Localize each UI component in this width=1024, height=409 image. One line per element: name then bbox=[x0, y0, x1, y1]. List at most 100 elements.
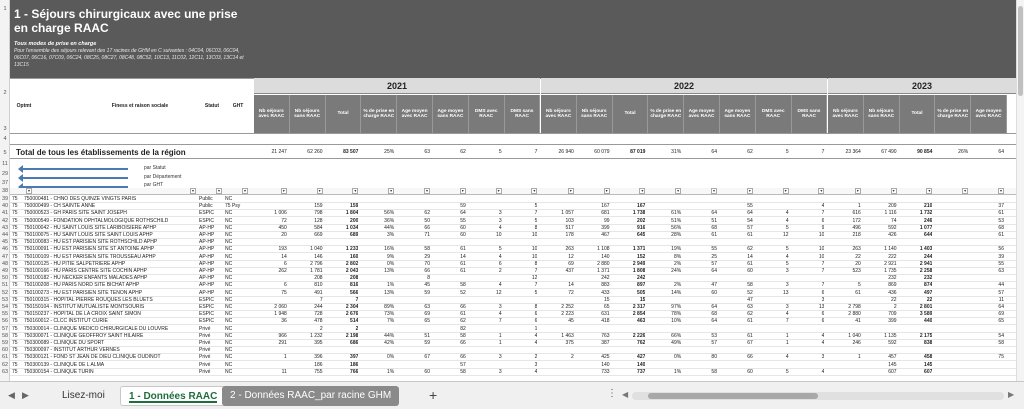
cell-statut[interactable]: AP-HP bbox=[199, 224, 215, 231]
cell-value[interactable]: 61% bbox=[671, 210, 682, 217]
cell-value[interactable]: 497 bbox=[924, 289, 933, 296]
cell-value[interactable]: 8 bbox=[534, 224, 538, 231]
cell-value[interactable]: 387 bbox=[601, 340, 610, 346]
cell-value[interactable]: 61 bbox=[460, 268, 466, 274]
cell-value[interactable]: 7 bbox=[821, 260, 825, 267]
table-row[interactable]: 75 750100083 - HU EST PARISIEN SITE ROTHS… bbox=[10, 239, 1024, 247]
total-cell[interactable]: 25% bbox=[384, 149, 395, 155]
cell-value[interactable]: 1% bbox=[386, 282, 395, 289]
cell-ght[interactable]: NC bbox=[225, 318, 233, 325]
cell-value[interactable]: 3% bbox=[386, 232, 395, 238]
cell-value[interactable]: 60 bbox=[711, 289, 717, 296]
next-sheet-icon[interactable]: ▶ bbox=[22, 390, 29, 400]
cell-value[interactable]: 14 bbox=[568, 282, 574, 289]
cell-value[interactable]: 61 bbox=[460, 311, 466, 318]
cell-statut[interactable]: AP-HP bbox=[199, 282, 215, 289]
cell-value[interactable]: 6 bbox=[534, 311, 538, 318]
filter-dropdown-icon[interactable]: ▾ bbox=[531, 188, 538, 194]
cell-value[interactable]: 20 bbox=[855, 260, 861, 267]
cell-value[interactable]: 74 bbox=[891, 217, 897, 224]
cell-value[interactable]: 60 bbox=[460, 224, 466, 231]
cell-value[interactable]: 36 bbox=[281, 318, 287, 325]
row-number[interactable]: 63 bbox=[1, 368, 9, 375]
cell-value[interactable]: 69 bbox=[998, 311, 1004, 318]
cell-value[interactable]: 45 bbox=[424, 282, 430, 289]
cell-value[interactable]: 0% bbox=[673, 354, 682, 361]
cell-value[interactable]: 2% bbox=[673, 282, 682, 289]
row-number[interactable]: 57 bbox=[1, 325, 9, 332]
filter-dropdown-icon[interactable]: ▾ bbox=[280, 188, 287, 194]
cell-value[interactable]: 64 bbox=[460, 210, 466, 217]
cell-value[interactable]: 10 bbox=[531, 246, 538, 253]
cell-value[interactable]: 4 bbox=[785, 217, 789, 224]
cell-value[interactable]: 244 bbox=[314, 304, 323, 310]
cell-value[interactable]: 916 bbox=[637, 224, 646, 231]
cell-value[interactable]: 58 bbox=[460, 332, 466, 339]
cell-value[interactable]: 4 bbox=[821, 340, 825, 346]
cell-value[interactable]: 966 bbox=[278, 332, 287, 339]
add-sheet-icon[interactable]: + bbox=[429, 387, 438, 403]
cell-value[interactable]: 1 371 bbox=[597, 268, 610, 274]
cell-value[interactable]: 80 bbox=[711, 354, 717, 361]
cell-value[interactable]: 5 bbox=[785, 260, 789, 267]
total-cell[interactable]: 5 bbox=[498, 149, 502, 155]
cell-statut[interactable]: ESPIC bbox=[199, 210, 215, 217]
nav-by-departement[interactable]: par Département bbox=[144, 174, 182, 180]
table-row[interactable]: 75 750100125 - HU PITIE SALPETRIERE APHP A… bbox=[10, 261, 1024, 268]
filter-dropdown-icon[interactable]: ▾ bbox=[711, 188, 717, 194]
row-number[interactable]: 41 bbox=[1, 210, 9, 217]
row-number[interactable]: 42 bbox=[1, 217, 9, 224]
cell-statut[interactable]: ESPIC bbox=[199, 217, 215, 224]
cell-value[interactable]: 78% bbox=[671, 311, 682, 318]
cell-value[interactable]: 631 bbox=[601, 311, 610, 318]
cell-value[interactable]: 1 233 bbox=[345, 246, 359, 253]
cell-value[interactable]: 159 bbox=[314, 203, 323, 210]
cell-value[interactable]: 1 034 bbox=[345, 224, 359, 231]
cell-value[interactable]: 70 bbox=[424, 260, 430, 267]
cell-value[interactable]: 55 bbox=[460, 217, 466, 224]
cell-value[interactable]: 2 880 bbox=[848, 311, 861, 318]
cell-value[interactable]: 3 bbox=[498, 368, 502, 375]
total-cell[interactable]: 7 bbox=[534, 149, 538, 155]
cell-value[interactable]: 6 bbox=[284, 260, 287, 267]
total-cell[interactable]: 83 507 bbox=[343, 149, 359, 155]
cell-value[interactable]: 517 bbox=[565, 224, 574, 231]
cell-value[interactable]: 58 bbox=[460, 282, 466, 289]
row-number[interactable]: 1 bbox=[3, 6, 7, 12]
cell-value[interactable]: 39 bbox=[998, 253, 1004, 260]
cell-value[interactable]: 2 226 bbox=[632, 332, 646, 339]
cell-value[interactable]: 64 bbox=[711, 304, 717, 310]
cell-value[interactable]: 50 bbox=[424, 217, 430, 224]
scroll-left-icon[interactable]: ◀ bbox=[622, 390, 629, 399]
total-cell[interactable]: 64 bbox=[711, 149, 717, 155]
cell-value[interactable]: 4 bbox=[785, 311, 789, 318]
total-cell[interactable]: 64 bbox=[998, 149, 1004, 155]
cell-statut[interactable]: AP-HP bbox=[199, 275, 215, 282]
cell-value[interactable]: 60 bbox=[460, 232, 466, 238]
cell-value[interactable]: 56% bbox=[384, 210, 395, 217]
cell-value[interactable]: 505 bbox=[637, 289, 646, 296]
cell-value[interactable]: 592 bbox=[888, 224, 897, 231]
cell-value[interactable]: 61 bbox=[747, 232, 753, 238]
cell-finess[interactable]: 750000499 - CH SAINTE ANNE bbox=[24, 203, 96, 210]
cell-statut[interactable]: AP-HP bbox=[199, 260, 215, 267]
cell-value[interactable]: 244 bbox=[924, 253, 933, 260]
table-row[interactable]: 75 750300089 - CLINIQUE DU SPORT Privé NC 29… bbox=[10, 340, 1024, 347]
filter-dropdown-icon[interactable]: ▾ bbox=[567, 188, 574, 194]
cell-value[interactable]: 7 bbox=[821, 282, 825, 289]
table-row[interactable]: 75 750100075 - HU SAINT LOUIS SITE SAINT … bbox=[10, 232, 1024, 239]
cell-value[interactable]: 20 bbox=[281, 232, 287, 238]
cell-value[interactable]: 22 bbox=[926, 296, 933, 303]
arrow-left-icon[interactable] bbox=[18, 174, 128, 182]
cell-value[interactable]: 58 bbox=[711, 368, 717, 375]
cell-value[interactable]: 145 bbox=[888, 361, 897, 368]
cell-value[interactable]: 232 bbox=[924, 275, 933, 282]
row-number[interactable]: 55 bbox=[1, 311, 9, 318]
cell-value[interactable]: 61 bbox=[711, 232, 717, 238]
cell-ght[interactable]: NC bbox=[225, 232, 233, 238]
cell-value[interactable]: 7 bbox=[534, 210, 538, 217]
cell-value[interactable]: 68 bbox=[998, 224, 1004, 231]
cell-value[interactable]: 13% bbox=[384, 289, 395, 296]
cell-value[interactable]: 14% bbox=[671, 289, 682, 296]
cell-finess[interactable]: 750100109 - HU EST PARISIEN SITE TROUSSE… bbox=[24, 253, 156, 260]
